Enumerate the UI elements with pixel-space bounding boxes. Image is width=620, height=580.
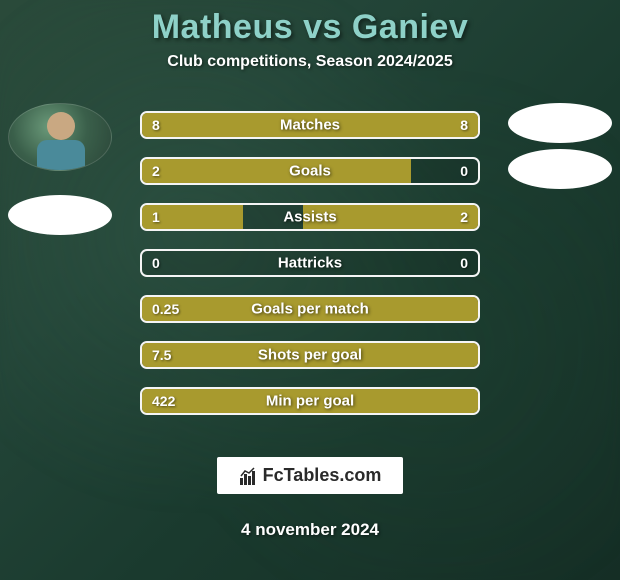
stat-bar: 0.25 Goals per match [140, 295, 480, 323]
avatar-blank-icon [8, 195, 112, 235]
stat-bar: 8 8 Matches [140, 111, 480, 139]
stat-row: 1 2 Assists [0, 203, 620, 231]
stat-label: Goals per match [251, 301, 369, 318]
logo-badge: FcTables.com [217, 457, 404, 494]
stat-value-left: 7.5 [152, 347, 171, 363]
avatar-blank-icon [508, 149, 612, 189]
content-container: Matheus vs Ganiev Club competitions, Sea… [0, 0, 620, 580]
stat-value-right: 0 [460, 255, 468, 271]
logo-chart-icon [239, 466, 259, 486]
stat-value-left: 8 [152, 117, 160, 133]
logo-text: FcTables.com [263, 465, 382, 486]
stat-row: 2 0 Goals [0, 157, 620, 185]
stat-row: 0.25 Goals per match [0, 295, 620, 323]
stat-row: 8 8 Matches [0, 111, 620, 139]
stat-bar: 422 Min per goal [140, 387, 480, 415]
stat-value-right: 8 [460, 117, 468, 133]
stat-label: Assists [283, 209, 336, 226]
stat-bar: 2 0 Goals [140, 157, 480, 185]
stat-value-left: 0.25 [152, 301, 179, 317]
stat-label: Shots per goal [258, 347, 362, 364]
stat-bar-left-fill [142, 159, 411, 183]
stat-label: Matches [280, 117, 340, 134]
stat-value-left: 2 [152, 163, 160, 179]
stat-bar: 0 0 Hattricks [140, 249, 480, 277]
stat-row: 7.5 Shots per goal [0, 341, 620, 369]
stat-value-right: 2 [460, 209, 468, 225]
page-title: Matheus vs Ganiev [152, 8, 469, 47]
stat-row: 422 Min per goal [0, 387, 620, 415]
stat-value-left: 422 [152, 393, 175, 409]
stat-row: 0 0 Hattricks [0, 249, 620, 277]
stat-value-left: 0 [152, 255, 160, 271]
avatar-blank-icon [508, 103, 612, 143]
stat-value-left: 1 [152, 209, 160, 225]
stat-label: Min per goal [266, 393, 354, 410]
stat-label: Goals [289, 163, 331, 180]
stat-bar: 7.5 Shots per goal [140, 341, 480, 369]
stat-value-right: 0 [460, 163, 468, 179]
stat-bar: 1 2 Assists [140, 203, 480, 231]
stats-area: 8 8 Matches 2 0 Goals 1 2 Assists 0 0 Hattricks 0.25… [0, 111, 620, 433]
date-text: 4 november 2024 [241, 520, 379, 540]
page-subtitle: Club competitions, Season 2024/2025 [167, 53, 452, 71]
stat-label: Hattricks [278, 255, 342, 272]
